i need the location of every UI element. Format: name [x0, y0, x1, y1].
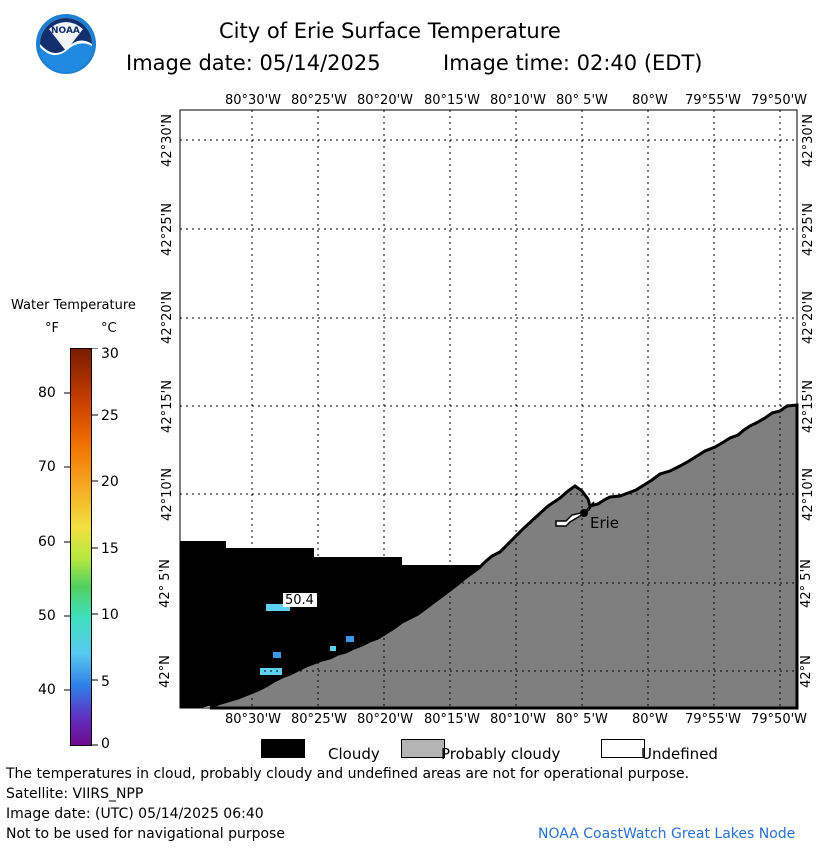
legend-swatch-undefined	[601, 739, 645, 758]
lat-label-right: 42°N	[798, 655, 814, 688]
colorbar-tick-marks	[64, 347, 98, 746]
lon-label-top: 80°25'W	[291, 93, 348, 108]
navigation-warning: Not to be used for navigational purpose	[6, 826, 285, 842]
lat-label-right: 42°20'N	[800, 291, 816, 344]
colorbar-f-tick: 60	[38, 534, 56, 550]
lat-label-right: 42°30'N	[800, 114, 816, 167]
city-label-erie: Erie	[590, 514, 620, 532]
lat-label-left: 42°N	[157, 655, 173, 688]
colorbar-gradient	[70, 348, 92, 746]
lat-label-left: 42°25'N	[159, 203, 175, 256]
colorbar-f-tick: 70	[38, 459, 56, 475]
lat-label-right: 42°25'N	[800, 203, 816, 256]
lat-label-right: 42° 5'N	[798, 559, 814, 608]
lat-label-left: 42°20'N	[159, 291, 175, 344]
lat-label-left: 42°30'N	[159, 114, 175, 167]
lon-label-bottom: 80°W	[632, 712, 668, 727]
colorbar-c-tick: 10	[101, 607, 119, 623]
disclaimer-text: The temperatures in cloud, probably clou…	[6, 766, 690, 782]
lon-label-top: 80°15'W	[424, 93, 481, 108]
graticule	[180, 110, 797, 708]
water-pixel	[330, 646, 336, 651]
lon-label-bottom: 80°25'W	[291, 712, 348, 727]
colorbar-c-tick: 25	[101, 408, 119, 424]
lon-label-bottom: 80°30'W	[225, 712, 282, 727]
legend-label-cloudy: Cloudy	[328, 745, 380, 763]
lat-label-left: 42°10'N	[159, 468, 175, 521]
lon-label-top: 80°10'W	[490, 93, 547, 108]
lon-label-top: 80°30'W	[225, 93, 282, 108]
lon-label-top: 80°W	[632, 93, 668, 108]
colorbar-c-tick: 20	[101, 474, 119, 490]
legend-label-undefined: Undefined	[641, 745, 718, 763]
satellite-text: Satellite: VIIRS_NPP	[6, 786, 144, 802]
noaa-logo-graphic	[36, 14, 96, 74]
water-pixel	[273, 652, 281, 658]
erie-city-marker	[580, 509, 588, 517]
temp-label: 50.4	[285, 593, 314, 608]
lat-label-right: 42°15'N	[800, 380, 816, 433]
legend-swatch-probably-cloudy	[401, 739, 445, 758]
noaa-logo: NOAA	[35, 13, 97, 75]
credit-link[interactable]: NOAA CoastWatch Great Lakes Node	[538, 826, 796, 842]
page-title: City of Erie Surface Temperature	[219, 19, 561, 43]
lon-label-top: 80° 5'W	[556, 93, 608, 108]
colorbar-unit-c: °C	[101, 321, 117, 336]
colorbar-f-tick: 50	[38, 608, 56, 624]
image-date: Image date: 05/14/2025	[126, 51, 381, 75]
temp-label-box	[283, 593, 317, 607]
legend-label-probably-cloudy: Probably cloudy	[441, 745, 561, 763]
legend-swatch-cloudy	[261, 739, 305, 758]
utc-date-text: Image date: (UTC) 05/14/2025 06:40	[6, 806, 264, 822]
cloudy-region	[180, 541, 482, 708]
colorbar-c-tick: 15	[101, 541, 119, 557]
noaa-logo-text: NOAA	[51, 26, 80, 36]
lon-label-top: 79°55'W	[685, 93, 742, 108]
water-pixel-cluster	[266, 604, 290, 611]
water-pixel	[346, 636, 354, 642]
lat-label-left: 42° 5'N	[157, 559, 173, 608]
lon-label-bottom: 80° 5'W	[556, 712, 608, 727]
lat-label-right: 42°10'N	[800, 468, 816, 521]
lon-label-bottom: 80°20'W	[357, 712, 414, 727]
colorbar-f-tick: 40	[38, 682, 56, 698]
colorbar-c-tick: 30	[101, 346, 119, 362]
colorbar-ticks	[64, 347, 98, 746]
image-time: Image time: 02:40 (EDT)	[443, 51, 703, 75]
colorbar-f-tick: 80	[38, 385, 56, 401]
colorbar-c-tick: 0	[101, 736, 110, 752]
lon-label-top: 80°20'W	[357, 93, 414, 108]
lon-label-bottom: 79°50'W	[751, 712, 808, 727]
colorbar-c-tick: 5	[101, 674, 110, 690]
erie-harbor-outline	[555, 501, 595, 527]
lat-label-left: 42°15'N	[159, 380, 175, 433]
lon-label-bottom: 80°10'W	[490, 712, 547, 727]
lon-label-bottom: 79°55'W	[685, 712, 742, 727]
lon-label-bottom: 80°15'W	[424, 712, 481, 727]
colorbar-unit-f: °F	[45, 321, 59, 336]
lon-label-top: 79°50'W	[751, 93, 808, 108]
colorbar-title: Water Temperature	[11, 298, 136, 313]
